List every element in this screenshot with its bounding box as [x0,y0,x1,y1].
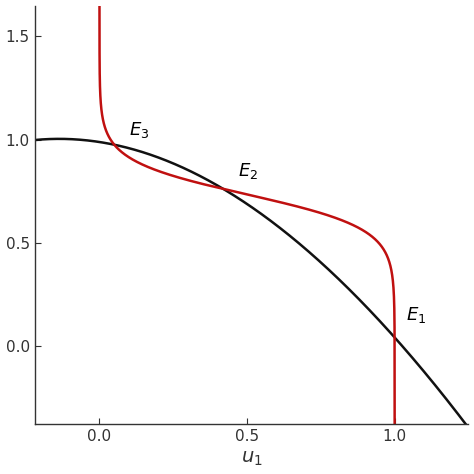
Text: $E_3$: $E_3$ [129,119,149,139]
X-axis label: $u_1$: $u_1$ [241,449,263,468]
Text: $E_1$: $E_1$ [407,305,427,325]
Text: $E_2$: $E_2$ [238,161,258,181]
